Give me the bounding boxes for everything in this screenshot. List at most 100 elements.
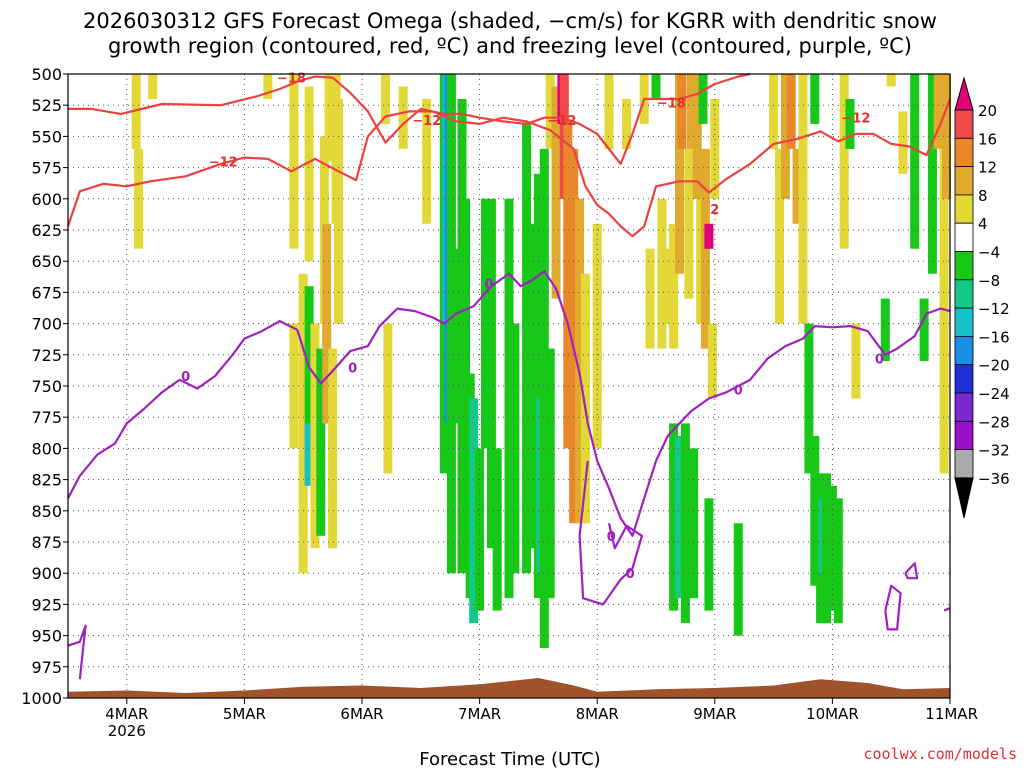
omega-shade-68 xyxy=(704,223,714,249)
colorbar-segment-2 xyxy=(954,137,974,168)
credit-text: coolwx.com/models xyxy=(863,745,1017,763)
omega-shade-50 xyxy=(580,273,590,524)
omega-shade-75 xyxy=(704,498,714,611)
omega-shade-14 xyxy=(322,223,332,424)
omega-shade-93 xyxy=(851,323,861,399)
omega-shade-35 xyxy=(504,198,514,599)
omega-shade-4 xyxy=(289,74,299,249)
omega-shade-77 xyxy=(769,74,779,149)
omega-shade-32 xyxy=(481,198,490,449)
colorbar-label-13: −36 xyxy=(978,470,1010,488)
omega-shade-48 xyxy=(569,148,579,524)
omega-shade-95 xyxy=(886,74,896,87)
y-axis: 500 525 550 575 600 625 650 675 700 725 750 775 800 8… xyxy=(21,65,68,708)
omega-shade-98 xyxy=(919,298,929,361)
omega-shade-20 xyxy=(398,86,408,149)
colorbar-label-9: −20 xyxy=(978,357,1010,375)
contour-lines xyxy=(66,72,952,680)
omega-shade-49 xyxy=(575,198,585,524)
omega-shade-25 xyxy=(446,74,456,574)
y-tick-label-700: 700 xyxy=(31,315,62,334)
omega-shade-78 xyxy=(775,148,784,324)
omega-shade-59 xyxy=(669,223,679,349)
contour-label-7: 0 xyxy=(181,370,190,385)
omega-shade-41 xyxy=(539,148,549,649)
colorbar-label-7: −12 xyxy=(978,300,1010,318)
omega-shade-55 xyxy=(645,248,655,349)
x-axis-label: Forecast Time (UTC) xyxy=(419,749,600,768)
colorbar: 20 16 12 8 4 −4 −8 −12 −16 −20 −24 −28 −32 −36 xyxy=(954,76,1010,519)
y-tick-label-825: 825 xyxy=(31,471,62,490)
colorbar-segment-11 xyxy=(954,392,974,422)
y-tick-label-925: 925 xyxy=(31,595,62,614)
omega-shade-85 xyxy=(810,435,820,586)
y-tick-label-500: 500 xyxy=(31,65,62,84)
dendritic-upper-contour xyxy=(68,72,751,165)
contour-label-2: −12 xyxy=(547,114,576,129)
omega-shade-33 xyxy=(486,198,496,549)
contour-label-11: 0 xyxy=(626,567,635,582)
contour-labels: −18 −12 −12 −18 −12 −12 2 0 0 0 0 0 0 0 xyxy=(181,72,884,582)
dendritic-lower-contour xyxy=(66,98,952,238)
terrain-layer xyxy=(68,678,950,698)
omega-shade-44 xyxy=(551,86,561,299)
omega-shade-90 xyxy=(833,498,843,624)
omega-shade-80 xyxy=(786,74,796,149)
x-tick-label-10MAR: 10MAR xyxy=(806,705,859,723)
y-tick-label-800: 800 xyxy=(31,439,62,458)
y-tick-label-725: 725 xyxy=(31,346,62,365)
omega-shade-19 xyxy=(383,323,393,474)
omega-shade-89 xyxy=(827,485,837,611)
omega-shade-83 xyxy=(804,323,814,474)
omega-shade-58 xyxy=(663,248,673,324)
omega-shade-100 xyxy=(933,74,943,149)
freezing-level-contour-3 xyxy=(904,562,919,580)
y-tick-label-650: 650 xyxy=(31,252,62,271)
contour-label-6: 2 xyxy=(710,203,719,218)
y-tick-label-1000: 1000 xyxy=(21,689,62,708)
y-tick-label-575: 575 xyxy=(31,159,62,178)
x-tick-label-6MAR: 6MAR xyxy=(340,705,383,723)
omega-shade-92 xyxy=(845,99,855,149)
y-tick-label-975: 975 xyxy=(31,658,62,677)
y-tick-label-950: 950 xyxy=(31,627,62,646)
omega-shade-81 xyxy=(792,148,802,224)
omega-shade-53 xyxy=(622,99,632,149)
colorbar-label-10: −24 xyxy=(978,385,1010,403)
omega-shade-47 xyxy=(563,123,573,449)
x-tick-label-9MAR: 9MAR xyxy=(693,705,736,723)
colorbar-segment-5 xyxy=(954,222,974,252)
omega-shade-18 xyxy=(381,74,390,124)
colorbar-label-2: 12 xyxy=(978,159,997,177)
contour-label-3: −18 xyxy=(657,97,686,112)
omega-shade-36 xyxy=(510,323,520,574)
omega-shade-62 xyxy=(684,148,694,299)
colorbar-segment-8 xyxy=(954,307,974,337)
y-tick-label-550: 550 xyxy=(31,127,62,146)
colorbar-segment-6 xyxy=(954,251,974,281)
x-tick-label-8MAR: 8MAR xyxy=(576,705,619,723)
omega-shade-38 xyxy=(528,223,537,549)
omega-shade-66 xyxy=(698,74,708,124)
omega-shade-102 xyxy=(942,74,951,199)
x-tick-label-4MAR: 4MAR xyxy=(105,705,148,723)
omega-shade-99 xyxy=(927,74,937,274)
omega-shade-63 xyxy=(686,74,696,149)
colorbar-segment-4 xyxy=(954,194,974,224)
omega-shade-91 xyxy=(839,74,849,249)
omega-shade-2 xyxy=(148,74,158,99)
y-tick-label-875: 875 xyxy=(31,533,62,552)
y-tick-label-525: 525 xyxy=(31,96,62,115)
contour-label-4: −12 xyxy=(841,112,870,127)
omega-shade-8 xyxy=(298,273,308,574)
omega-shade-74 xyxy=(689,448,699,599)
y-tick-label-600: 600 xyxy=(31,190,62,209)
omega-shade-64 xyxy=(692,74,702,199)
y-tick-label-775: 775 xyxy=(31,408,62,427)
omega-shade-71 xyxy=(669,423,679,611)
colorbar-segment-13 xyxy=(954,449,974,479)
colorbar-top-arrow xyxy=(954,76,974,111)
contour-label-1: −12 xyxy=(412,114,441,129)
